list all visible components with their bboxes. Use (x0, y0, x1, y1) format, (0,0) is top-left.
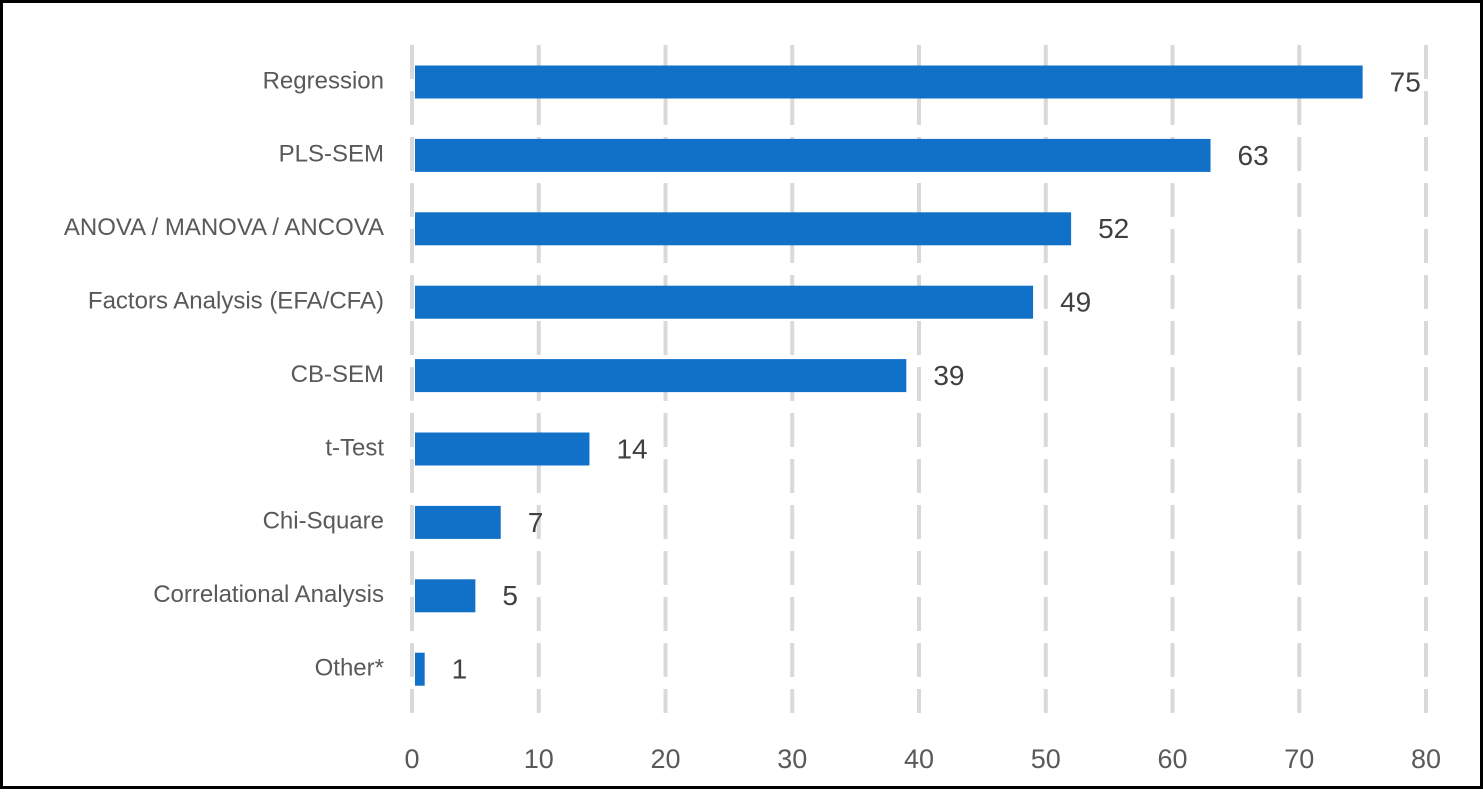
category-label-0: Regression (263, 67, 384, 94)
x-tick-label-70: 70 (1284, 744, 1314, 774)
category-label-3: Factors Analysis (EFA/CFA) (88, 288, 384, 315)
category-label-4: CB-SEM (291, 361, 384, 388)
category-label-6: Chi-Square (263, 508, 384, 535)
x-tick-label-20: 20 (650, 744, 680, 774)
category-label-5: t-Test (325, 434, 384, 461)
value-label-5: 14 (616, 433, 647, 464)
value-label-3: 49 (1060, 287, 1091, 318)
x-tick-label-40: 40 (904, 744, 934, 774)
bars (415, 65, 1363, 686)
bar-8 (415, 652, 425, 686)
category-labels: Regression PLS-SEM ANOVA / MANOVA / ANCOVA… (64, 67, 384, 681)
x-tick-label-80: 80 (1411, 744, 1441, 774)
x-tick-label-10: 10 (524, 744, 554, 774)
value-label-4: 39 (933, 360, 964, 391)
category-label-1: PLS-SEM (279, 141, 384, 168)
x-tick-label-60: 60 (1157, 744, 1187, 774)
bar-0 (415, 65, 1363, 99)
x-tick-label-30: 30 (777, 744, 807, 774)
category-label-8: Other* (315, 655, 384, 682)
value-label-6: 7 (528, 507, 544, 538)
bar-2 (415, 212, 1072, 246)
bar-1 (415, 138, 1211, 172)
bar-3 (415, 285, 1034, 319)
bar-7 (415, 579, 476, 613)
category-label-2: ANOVA / MANOVA / ANCOVA (64, 214, 384, 241)
value-label-0: 75 (1390, 66, 1421, 97)
value-label-1: 63 (1238, 140, 1269, 171)
bar-5 (415, 432, 590, 466)
category-label-7: Correlational Analysis (153, 581, 384, 608)
value-label-7: 5 (502, 580, 518, 611)
value-label-2: 52 (1098, 213, 1129, 244)
x-tick-label-50: 50 (1031, 744, 1061, 774)
bar-6 (415, 505, 501, 539)
bar-4 (415, 359, 907, 393)
bar-chart: Regression PLS-SEM ANOVA / MANOVA / ANCOVA… (64, 45, 1441, 774)
x-tick-label-0: 0 (404, 744, 419, 774)
x-axis-tick-labels: 0 10 20 30 40 50 60 70 80 (404, 744, 1441, 774)
value-label-8: 1 (452, 654, 468, 685)
